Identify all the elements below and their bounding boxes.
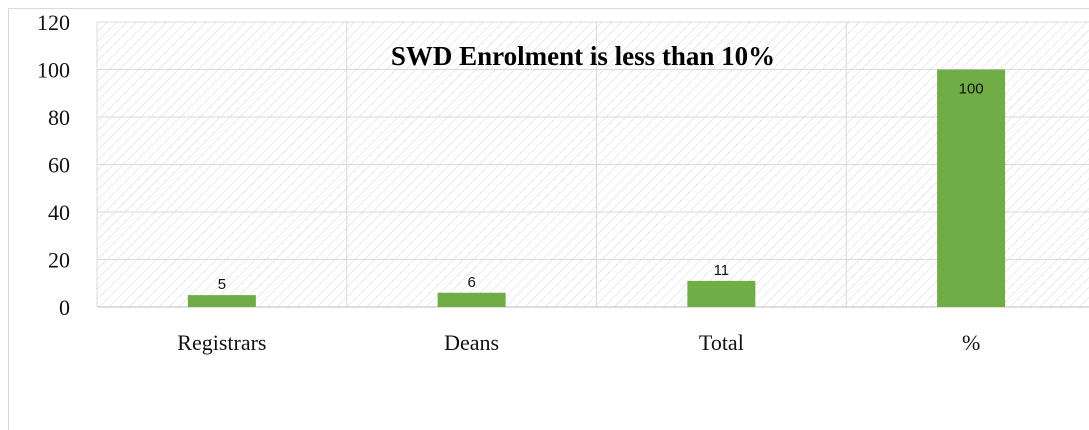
data-label: 11 bbox=[714, 262, 730, 279]
y-axis-ticks: 0 20 40 60 80 100 120 bbox=[37, 10, 70, 320]
y-tick-label: 100 bbox=[37, 58, 70, 83]
data-label: 6 bbox=[467, 274, 475, 291]
gridlines bbox=[96, 21, 1089, 308]
x-category-label: % bbox=[962, 330, 980, 355]
x-axis-categories: Registrars Deans Total% bbox=[177, 330, 980, 355]
y-tick-label: 40 bbox=[48, 200, 70, 225]
data-label: 5 bbox=[218, 276, 226, 293]
bar bbox=[687, 280, 756, 307]
bar bbox=[187, 295, 256, 307]
x-category-label: Deans bbox=[444, 330, 499, 355]
y-tick-label: 60 bbox=[48, 153, 70, 178]
x-category-label: Total bbox=[699, 330, 744, 355]
bars bbox=[187, 69, 1006, 307]
y-tick-label: 120 bbox=[37, 10, 70, 35]
y-tick-label: 0 bbox=[59, 295, 70, 320]
chart-title: SWD Enrolment is less than 10% bbox=[391, 41, 775, 71]
data-label: 100 bbox=[959, 81, 984, 98]
y-tick-label: 20 bbox=[48, 248, 70, 273]
x-category-label: Registrars bbox=[177, 330, 266, 355]
data-labels: 5 6 11 100 bbox=[218, 81, 984, 294]
chart-border bbox=[8, 8, 1089, 430]
y-tick-label: 80 bbox=[48, 105, 70, 130]
bar bbox=[437, 292, 506, 307]
bar bbox=[937, 69, 1006, 307]
